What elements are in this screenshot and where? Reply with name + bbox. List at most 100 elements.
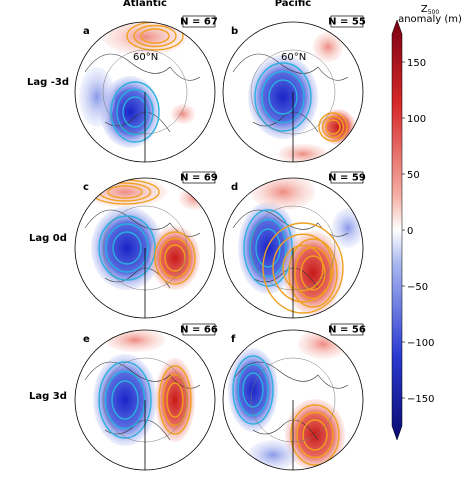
map [75, 22, 215, 162]
latitude-label: 60°N [281, 52, 306, 63]
contour [140, 28, 170, 44]
map [75, 330, 215, 470]
anomaly [103, 22, 187, 55]
contour [112, 231, 142, 265]
colorbar-unit: anomaly (m) [398, 14, 462, 25]
anomaly [332, 208, 363, 248]
contour [98, 215, 156, 281]
colorbar-tick-label: 100 [407, 114, 426, 125]
latitude-label: 60°N [133, 52, 158, 63]
contour [262, 222, 344, 314]
map [223, 22, 363, 162]
contour [158, 365, 192, 435]
panel-letter: e [83, 334, 90, 345]
contour [166, 382, 184, 418]
contour [110, 81, 160, 143]
panel-letter: f [231, 334, 236, 345]
n-box [182, 171, 216, 184]
n-box [182, 323, 216, 336]
contour [242, 372, 264, 408]
n-box [330, 15, 364, 28]
contour [154, 231, 196, 285]
panel-letter: a [83, 26, 90, 37]
contour [318, 112, 348, 142]
contour [254, 62, 312, 132]
map-panel: e N = 66 [74, 323, 218, 471]
n-box [182, 15, 216, 28]
contour [288, 238, 338, 308]
column-title: Atlantic [123, 0, 167, 9]
contour [296, 411, 334, 459]
n-label: N = 69 [180, 173, 218, 184]
colorbar-tick-label: 150 [407, 58, 426, 69]
contour [126, 22, 184, 51]
map-outline [74, 21, 216, 163]
anomaly [93, 354, 157, 446]
contour [261, 70, 305, 124]
colorbar-tick-label: −50 [407, 282, 428, 293]
n-label: N = 67 [180, 17, 218, 28]
map-outline [74, 329, 216, 471]
contour [237, 363, 269, 417]
panel-letter: d [231, 182, 238, 193]
contour [232, 355, 274, 425]
contour [302, 419, 328, 451]
n-label: N = 66 [180, 325, 218, 336]
contour [325, 119, 341, 135]
anomaly [248, 440, 298, 470]
contour [133, 24, 177, 48]
contour [255, 228, 281, 268]
n-box [330, 323, 364, 336]
contour [107, 185, 143, 199]
map-outline [222, 177, 364, 319]
anomaly [105, 330, 165, 352]
panel-letter: b [231, 26, 238, 37]
contour [282, 244, 324, 292]
colorbar-symbol: Z [421, 4, 428, 15]
row-label: Lag 0d [29, 233, 67, 244]
contour [249, 218, 287, 278]
contour [294, 246, 332, 300]
map-outline [222, 329, 364, 471]
contour [116, 88, 154, 136]
map-panel: 60°N b N = 55 [222, 15, 366, 163]
colorbar-subscript: 500 [428, 9, 440, 16]
n-label: N = 59 [328, 173, 366, 184]
map-panel: 60°N a N = 67 [74, 15, 218, 163]
contour [98, 361, 152, 439]
map-panel: c N = 69 [74, 171, 218, 319]
anomaly [83, 178, 167, 207]
n-label: N = 55 [328, 17, 366, 28]
colorbar-tick-label: 50 [407, 170, 420, 181]
contour [243, 209, 293, 287]
anomaly [171, 104, 195, 124]
contour [111, 380, 139, 420]
contour [290, 404, 340, 466]
contour [272, 233, 334, 303]
n-box [330, 171, 364, 184]
map [223, 330, 363, 470]
anomaly [285, 399, 345, 470]
n-label: N = 56 [328, 325, 366, 336]
row-label: Lag 3d [29, 391, 67, 402]
colorbar-tick-label: 0 [407, 226, 413, 237]
row-label: Lag -3d [27, 77, 69, 88]
anomaly [283, 231, 343, 315]
contour [300, 255, 326, 291]
contour [105, 223, 149, 273]
contour [268, 79, 298, 115]
column-title: Pacific [275, 0, 312, 9]
colorbar-tick-label: −100 [407, 338, 434, 349]
map-panel: f N = 56 [222, 323, 366, 471]
colorbar-label: Z500 [421, 4, 439, 16]
contour [164, 244, 186, 272]
map [223, 178, 363, 318]
contour [122, 96, 148, 128]
anomaly [79, 67, 115, 127]
map-panel: d N = 59 [222, 171, 366, 319]
anomaly [228, 348, 278, 432]
map-outline [74, 177, 216, 319]
map-outline [222, 21, 364, 163]
